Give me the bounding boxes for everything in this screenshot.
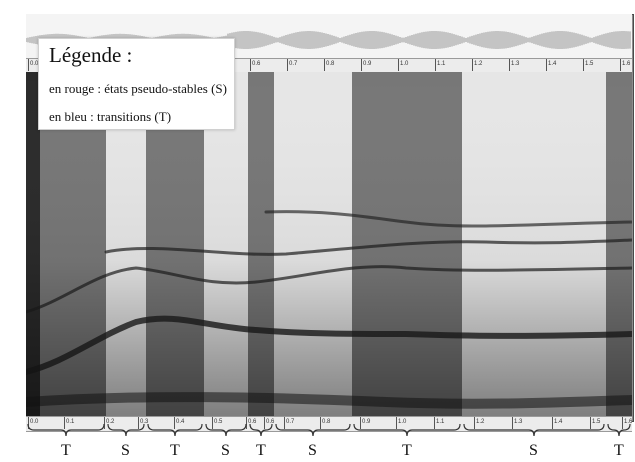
ruler-tick: 0.0: [27, 417, 39, 429]
ruler-tick: 1.3: [511, 417, 523, 429]
ruler-tick: 0.9: [359, 417, 371, 429]
segment-brace: [205, 423, 247, 437]
ruler-tick: 0.6: [245, 417, 257, 429]
segment-label: T: [614, 442, 624, 459]
segment-brace: [249, 423, 273, 437]
segment-label: S: [221, 442, 230, 459]
ruler-tick: 0.5: [211, 417, 223, 429]
ruler-tick: 1.1: [434, 59, 446, 71]
ruler-tick: 1.3: [508, 59, 520, 71]
segment-brace: [275, 423, 351, 437]
ruler-tick: 1.6: [621, 417, 633, 429]
ruler-tick: 1.2: [473, 417, 485, 429]
segment-label: T: [170, 442, 180, 459]
ruler-tick: 1.5: [582, 59, 594, 71]
ruler-tick: 1.0: [395, 417, 407, 429]
ruler-tick: 1.6: [619, 59, 631, 71]
ruler-tick: 0.7: [286, 59, 298, 71]
ruler-tick: 0.3: [137, 417, 149, 429]
segment-brace: [27, 423, 105, 437]
segment-brace: [463, 423, 605, 437]
ruler-tick: 1.4: [551, 417, 563, 429]
ruler-tick: 1.1: [433, 417, 445, 429]
ruler-tick: 0.7: [283, 417, 295, 429]
bottom-time-ruler: 0.0 0.1 0.2 0.3 0.4 0.5 0.6 0.6 0.7 0.8 0.9 1.0 1.1 1…: [26, 416, 632, 432]
segment-label: T: [256, 442, 266, 459]
legend-box: Légende : en rouge : états pseudo-stable…: [38, 38, 235, 130]
legend-transition-line: en bleu : transitions (T): [49, 109, 172, 124]
ruler-tick: 0.9: [360, 59, 372, 71]
segment-label: S: [121, 442, 130, 459]
ruler-tick: 0.6: [249, 59, 261, 71]
segment-label: S: [308, 442, 317, 459]
segment-brace: [147, 423, 203, 437]
ruler-tick: 1.0: [397, 59, 409, 71]
segment-brace: [607, 423, 631, 437]
ruler-tick: 0.0: [27, 59, 39, 71]
waveform-graphic: [25, 31, 631, 49]
ruler-tick: 0.8: [319, 417, 331, 429]
ruler-tick: 0.6: [263, 417, 275, 429]
segment-label: T: [61, 442, 71, 459]
segment-brace: [353, 423, 461, 437]
legend-title: Légende :: [49, 43, 133, 67]
segment-braces: [27, 423, 631, 437]
ruler-tick: 1.4: [545, 59, 557, 71]
segment-label: T: [402, 442, 412, 459]
ruler-tick: 0.4: [173, 417, 185, 429]
ruler-tick: 0.2: [103, 417, 115, 429]
segment-brace: [107, 423, 145, 437]
ruler-tick: 1.5: [589, 417, 601, 429]
ruler-tick: 0.1: [63, 417, 75, 429]
ruler-tick: 0.8: [323, 59, 335, 71]
segment-label: S: [529, 442, 538, 459]
legend-stable-line: en rouge : états pseudo-stables (S): [49, 81, 227, 96]
ruler-tick: 1.2: [471, 59, 483, 71]
